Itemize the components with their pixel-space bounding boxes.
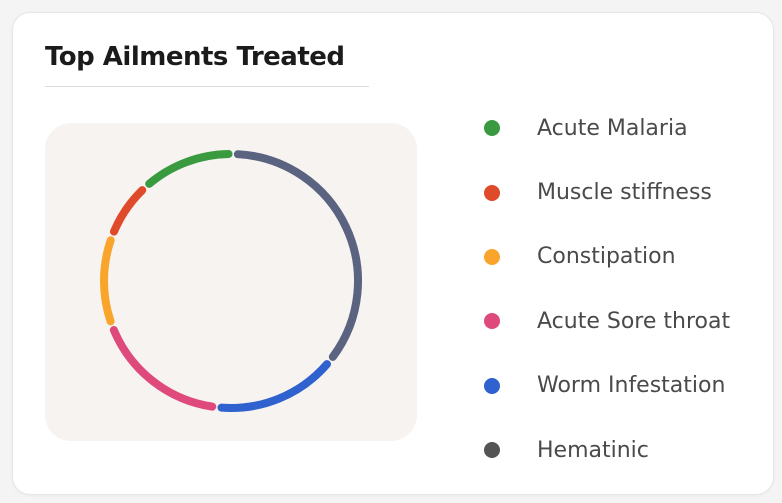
legend-dot-icon (484, 442, 500, 459)
legend-dot-icon (484, 120, 500, 137)
donut-chart (100, 150, 362, 412)
card-title: Top Ailments Treated (45, 42, 345, 72)
legend-item: Constipation (484, 225, 730, 289)
legend-label: Acute Sore throat (537, 308, 731, 334)
legend-label: Hematinic (537, 437, 649, 463)
chart-legend: Acute Malaria Muscle stiffness Constipat… (484, 96, 730, 482)
legend-dot-icon (484, 184, 500, 201)
legend-item: Hematinic (484, 418, 730, 482)
donut-slice-acute-sore-throat (109, 326, 217, 411)
legend-item: Acute Malaria (484, 96, 730, 160)
donut-slice-hematinic (233, 150, 362, 361)
legend-label: Constipation (537, 244, 676, 270)
donut-slice-muscle-stiffness (110, 186, 147, 236)
legend-dot-icon (484, 313, 500, 330)
donut-slice-worm-infestation (217, 360, 331, 412)
legend-dot-icon (484, 377, 500, 394)
donut-slice-constipation (100, 236, 115, 326)
donut-slice-acute-malaria (145, 150, 233, 188)
title-divider (45, 86, 369, 87)
legend-item: Muscle stiffness (484, 160, 730, 224)
legend-dot-icon (484, 248, 500, 265)
legend-item: Acute Sore throat (484, 289, 730, 353)
legend-label: Muscle stiffness (537, 180, 712, 206)
legend-item: Worm Infestation (484, 354, 730, 418)
donut-chart-panel (45, 123, 417, 441)
legend-label: Worm Infestation (537, 373, 726, 399)
legend-label: Acute Malaria (537, 115, 688, 141)
